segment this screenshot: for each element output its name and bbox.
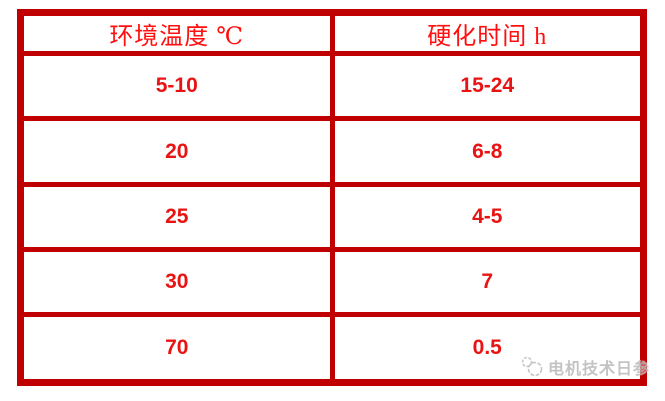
temperature-cell: 25 xyxy=(18,181,335,253)
time-cell: 15-24 xyxy=(329,50,646,122)
table-row: 20 6-8 xyxy=(18,116,646,187)
table-row: 70 0.5 xyxy=(18,312,646,385)
curing-time-table: 环境温度 ℃ 硬化时间 h 5-10 15-24 20 6-8 25 4-5 3… xyxy=(17,9,647,386)
time-cell: 0.5 xyxy=(329,312,646,385)
table-header-row: 环境温度 ℃ 硬化时间 h xyxy=(18,10,646,56)
temperature-cell: 5-10 xyxy=(18,50,335,122)
temperature-cell: 20 xyxy=(18,116,335,187)
temperature-cell: 30 xyxy=(18,247,335,318)
time-cell: 6-8 xyxy=(329,116,646,187)
time-cell: 7 xyxy=(329,247,646,318)
table-row: 5-10 15-24 xyxy=(18,50,646,122)
header-ambient-temperature: 环境温度 ℃ xyxy=(18,10,335,56)
time-cell: 4-5 xyxy=(329,181,646,253)
table-row: 30 7 xyxy=(18,247,646,318)
header-hardening-time: 硬化时间 h xyxy=(329,10,646,56)
table-row: 25 4-5 xyxy=(18,181,646,253)
temperature-cell: 70 xyxy=(18,312,335,385)
